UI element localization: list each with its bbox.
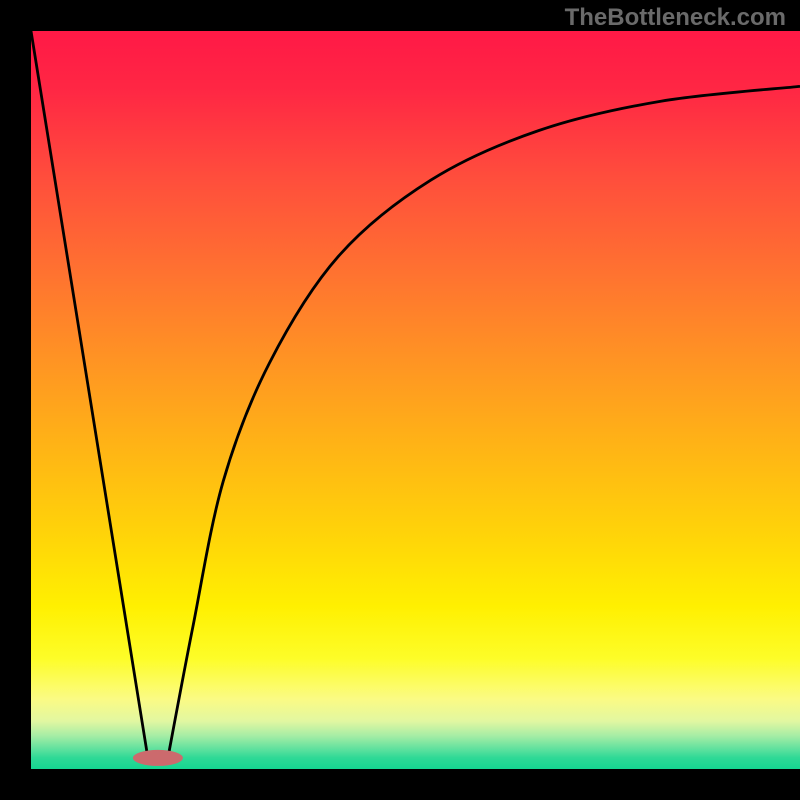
min-marker [133,750,183,766]
plot-background [31,31,800,769]
chart-container: TheBottleneck.com [0,0,800,800]
watermark-text: TheBottleneck.com [565,4,786,32]
chart-svg [0,0,800,800]
